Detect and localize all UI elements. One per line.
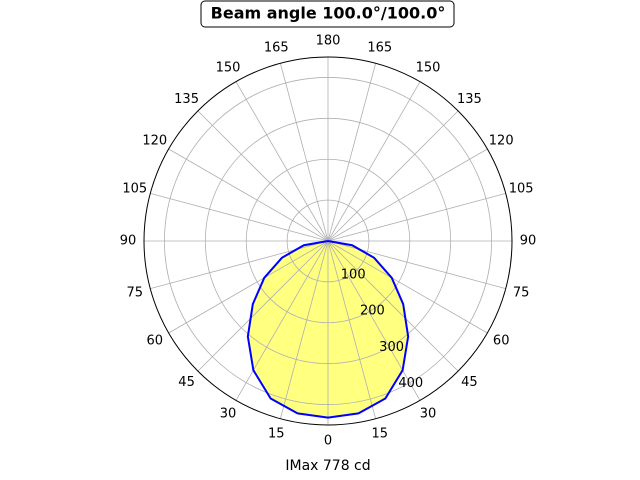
theta-tick-label: 45 [178,375,195,390]
intensity-line [246,240,410,419]
theta-tick-label: 75 [127,285,144,300]
r-tick-label: 200 [360,304,385,319]
title-box: Beam angle 100.0°/100.0° [200,0,455,28]
grid-spoke [327,81,421,242]
theta-tick-label: 180 [316,34,341,49]
x-axis-label: IMax 778 cd [285,458,370,474]
theta-tick-label: 0 [324,434,332,449]
grid-spoke [279,240,329,419]
theta-tick-label: 90 [520,234,537,249]
theta-tick-label: 105 [122,182,147,197]
chart-title: Beam angle 100.0°/100.0° [211,4,446,23]
grid-spoke [327,110,459,242]
theta-tick-label: 15 [371,427,388,442]
grid-spoke [327,240,377,419]
grid-spoke [327,240,459,372]
theta-tick-label: 15 [268,427,285,442]
theta-tick-label: 135 [174,92,199,107]
theta-tick-label: 120 [142,134,167,149]
theta-tick-label: 90 [120,234,137,249]
title-frame [200,0,455,28]
theta-tick-label: 60 [147,334,164,349]
theta-tick-label: 105 [509,182,534,197]
theta-tick-label: 60 [493,334,510,349]
grid-spoke [197,110,329,242]
grid-spoke [168,148,329,242]
r-tick-label: 100 [341,268,366,283]
grid-spoke [327,63,377,242]
r-tick-label: 400 [398,376,423,391]
grid-spoke [327,240,421,401]
grid-spoke [327,148,488,242]
grid-spoke [168,240,329,334]
theta-tick-label: 120 [489,134,514,149]
grid-spoke [197,240,329,372]
grid-spoke [150,192,329,242]
theta-tick-label: 30 [420,407,437,422]
grid-spoke [235,240,329,401]
grid-spoke [279,63,329,242]
grid-spoke [327,192,506,242]
theta-tick-label: 150 [216,60,241,75]
theta-tick-label: 45 [461,375,478,390]
theta-tick-label: 165 [367,40,392,55]
theta-tick-label: 135 [457,92,482,107]
theta-tick-label: 75 [513,285,530,300]
polar-frame [143,56,513,426]
grid-spoke [327,240,488,334]
theta-tick-label: 165 [264,40,289,55]
theta-tick-label: 150 [416,60,441,75]
grid-spoke [235,81,329,242]
r-tick-label: 300 [379,340,404,355]
theta-tick-label: 30 [220,407,237,422]
